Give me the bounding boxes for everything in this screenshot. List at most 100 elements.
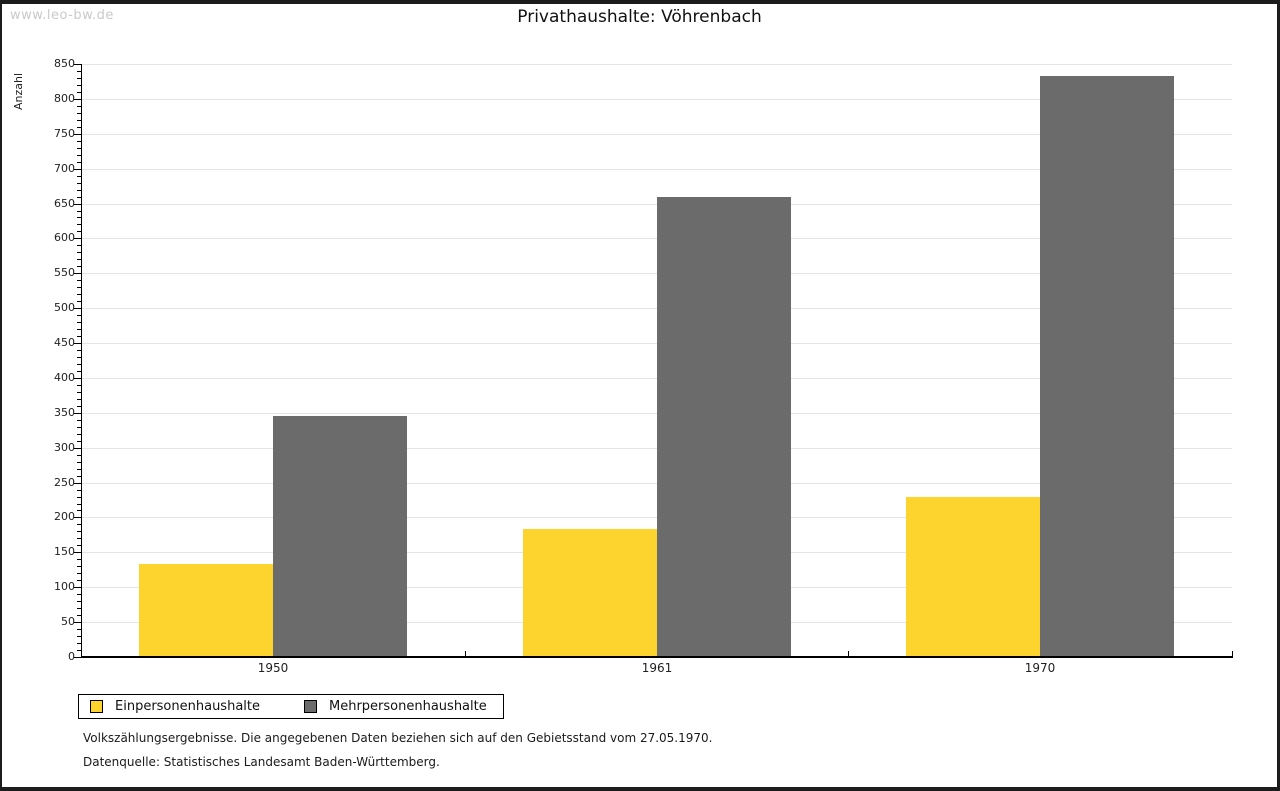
y-minor-tick-160 [77,545,81,546]
y-tick-label-800: 800 [54,92,75,105]
footnote-source-note: Volkszählungsergebnisse. Die angegebenen… [83,731,713,745]
y-minor-tick-430 [77,357,81,358]
y-minor-tick-40 [77,629,81,630]
gridline-y-300 [81,448,1232,449]
y-minor-tick-690 [77,176,81,177]
watermark: www.leo-bw.de [10,8,114,23]
y-minor-tick-190 [77,524,81,525]
y-tick-label-600: 600 [54,231,75,244]
x-boundary-tick-1 [465,651,466,657]
bar-einpersonenhaushalte-1970 [906,497,1040,657]
y-minor-tick-790 [77,106,81,107]
legend-label: Mehrpersonenhaushalte [329,699,487,714]
y-minor-tick-820 [77,85,81,86]
legend: Einpersonenhaushalte Mehrpersonenhaushalt… [78,694,504,719]
y-minor-tick-280 [77,462,81,463]
y-minor-tick-330 [77,427,81,428]
y-tick-label-400: 400 [54,371,75,384]
y-minor-tick-390 [77,385,81,386]
gridline-y-700 [81,169,1232,170]
y-minor-tick-620 [77,224,81,225]
y-minor-tick-490 [77,315,81,316]
y-minor-tick-680 [77,183,81,184]
x-category-label-1970: 1970 [1024,661,1056,675]
gridline-y-800 [81,99,1232,100]
legend-label: Einpersonenhaushalte [115,699,260,714]
y-minor-tick-840 [77,71,81,72]
y-minor-tick-590 [77,245,81,246]
y-minor-tick-780 [77,113,81,114]
bar-einpersonenhaushalte-1961 [523,529,657,657]
y-minor-tick-760 [77,127,81,128]
y-minor-tick-340 [77,420,81,421]
y-minor-tick-180 [77,531,81,532]
y-minor-tick-420 [77,364,81,365]
x-boundary-tick-2 [848,651,849,657]
y-tick-label-450: 450 [54,336,75,349]
y-minor-tick-270 [77,469,81,470]
y-tick-label-500: 500 [54,301,75,314]
bar-mehrpersonenhaushalte-1970 [1040,76,1174,657]
y-minor-tick-310 [77,441,81,442]
gridline-y-250 [81,483,1232,484]
y-tick-label-650: 650 [54,197,75,210]
y-minor-tick-770 [77,120,81,121]
plot-area: 0 50 100 150 200 250 300 350 400 450 500 550 600 650 7… [2,4,1277,787]
y-major-tick-700 [74,169,81,170]
y-minor-tick-170 [77,538,81,539]
gridline-y-350 [81,413,1232,414]
gridline-y-750 [81,134,1232,135]
y-minor-tick-110 [77,580,81,581]
y-minor-tick-810 [77,92,81,93]
y-minor-tick-460 [77,336,81,337]
gridline-y-200 [81,517,1232,518]
y-major-tick-600 [74,238,81,239]
x-category-label-1961: 1961 [641,661,673,675]
y-minor-tick-140 [77,559,81,560]
y-major-tick-450 [74,343,81,344]
y-minor-tick-380 [77,392,81,393]
y-tick-label-50: 50 [61,615,75,628]
gridline-y-600 [81,238,1232,239]
y-minor-tick-240 [77,490,81,491]
y-minor-tick-740 [77,141,81,142]
y-tick-label-850: 850 [54,57,75,70]
y-minor-tick-20 [77,643,81,644]
footnote-datasource: Datenquelle: Statistisches Landesamt Bad… [83,755,440,769]
y-minor-tick-670 [77,190,81,191]
y-minor-tick-90 [77,594,81,595]
bar-einpersonenhaushalte-1950 [139,564,273,657]
y-minor-tick-130 [77,566,81,567]
y-minor-tick-640 [77,211,81,212]
y-tick-label-350: 350 [54,406,75,419]
y-minor-tick-210 [77,510,81,511]
y-major-tick-50 [74,622,81,623]
y-major-tick-550 [74,273,81,274]
y-major-tick-400 [74,378,81,379]
y-minor-tick-440 [77,350,81,351]
legend-swatch-icon [90,700,103,713]
y-major-tick-300 [74,448,81,449]
y-minor-tick-220 [77,504,81,505]
legend-entry-mehrpersonenhaushalte: Mehrpersonenhaushalte [304,699,487,714]
y-minor-tick-730 [77,148,81,149]
y-minor-tick-560 [77,266,81,267]
y-minor-tick-120 [77,573,81,574]
y-minor-tick-60 [77,615,81,616]
x-axis-line [81,656,1233,658]
gridline-y-850 [81,64,1232,65]
y-major-tick-250 [74,483,81,484]
bar-mehrpersonenhaushalte-1961 [657,197,791,657]
y-major-tick-800 [74,99,81,100]
y-minor-tick-660 [77,197,81,198]
y-minor-tick-530 [77,287,81,288]
y-axis-line [81,64,82,657]
y-tick-label-700: 700 [54,162,75,175]
y-minor-tick-80 [77,601,81,602]
gridline-y-500 [81,308,1232,309]
y-minor-tick-570 [77,259,81,260]
y-minor-tick-70 [77,608,81,609]
x-axis-end-tick [1232,651,1233,657]
y-tick-label-750: 750 [54,127,75,140]
